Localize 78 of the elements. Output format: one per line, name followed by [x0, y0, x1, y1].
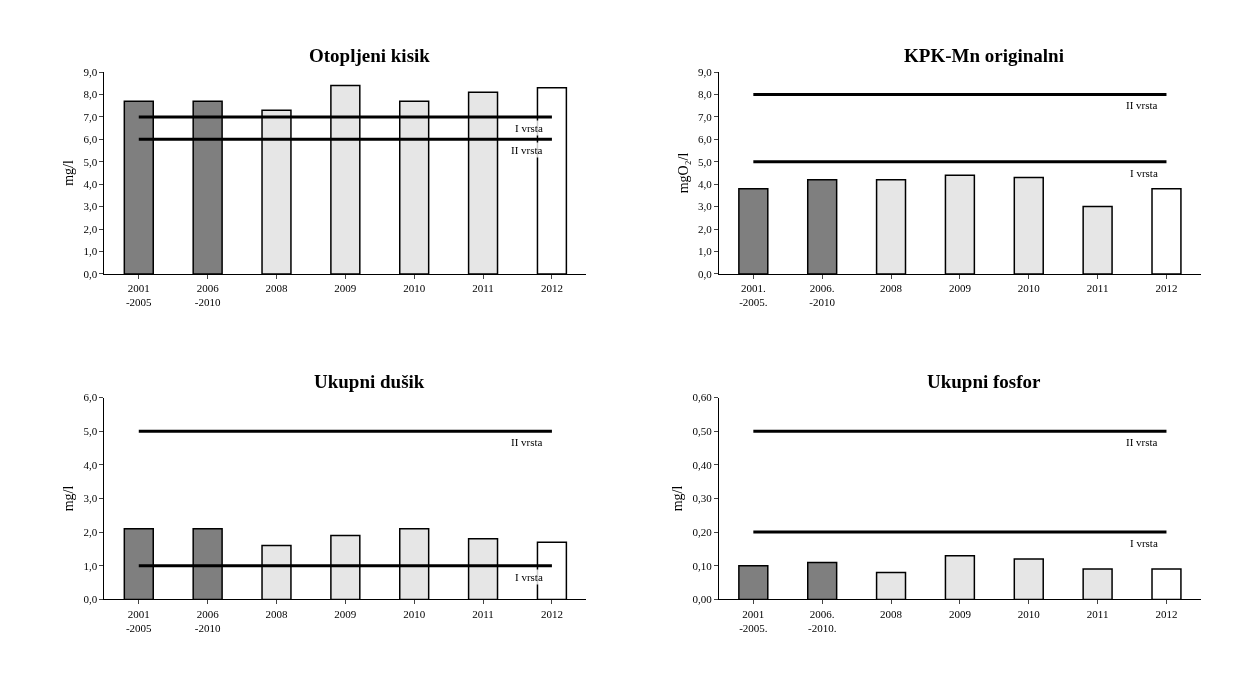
y-tick-label: 8,0	[83, 88, 98, 101]
chart-title: KPK-Mn originalni	[904, 45, 1064, 66]
y-tick-label: 3,0	[83, 200, 98, 213]
y-tick-label: 7,0	[697, 110, 713, 123]
x-tick-label: 2008	[880, 607, 903, 620]
x-tick-label: 2010	[1017, 607, 1041, 620]
y-tick-label: 1,0	[83, 245, 98, 258]
x-tick-label: 2012	[1155, 282, 1178, 295]
x-tick-label: 2001 -2005	[125, 282, 153, 309]
y-tick-label: 0,40	[692, 458, 713, 471]
ref-line-label: II vrsta	[511, 436, 543, 448]
y-tick-label: 3,0	[83, 492, 98, 505]
y-tick-label: 7,0	[83, 110, 98, 123]
x-tick-label: 2012	[1155, 607, 1178, 620]
y-tick-label: 0,60	[692, 391, 713, 404]
y-tick-label: 4,0	[83, 178, 98, 191]
y-axis-title: mg/l	[670, 485, 686, 512]
ref-line-label: II vrsta	[1126, 436, 1158, 448]
y-tick-label: 9,0	[83, 65, 98, 78]
chart-title: Ukupni dušik	[314, 371, 425, 392]
ref-line-label: II vrsta	[1126, 99, 1158, 111]
ref-line-label: I vrsta	[1130, 167, 1158, 179]
x-tick-label: 2010	[403, 607, 426, 620]
ref-line-label: I vrsta	[515, 571, 543, 583]
y-tick-label: 6,0	[697, 133, 713, 146]
y-tick-label: 5,0	[83, 425, 98, 438]
y-tick-label: 6,0	[83, 391, 98, 404]
chart-title: Ukupni fosfor	[927, 371, 1042, 392]
y-tick-label: 4,0	[83, 458, 98, 471]
x-tick-label: 2011	[1086, 282, 1109, 295]
x-tick-label: 2012	[540, 282, 563, 295]
y-tick-label: 4,0	[697, 178, 713, 191]
y-tick-label: 0,0	[697, 267, 713, 280]
y-tick-label: 2,0	[83, 222, 98, 235]
x-tick-label: 2009	[948, 282, 972, 295]
y-tick-label: 5,0	[697, 155, 713, 168]
y-tick-label: 9,0	[697, 65, 713, 78]
x-tick-label: 2001 -2005.	[739, 607, 768, 634]
y-axis-title: mg/l	[61, 485, 76, 512]
y-tick-label: 2,0	[697, 222, 713, 235]
y-tick-label: 0,50	[692, 425, 713, 438]
y-tick-label: 0,30	[692, 492, 713, 505]
x-tick-label: 2008	[880, 282, 903, 295]
x-tick-label: 2006 -2010	[194, 607, 221, 634]
x-tick-label: 2011	[472, 282, 494, 295]
x-tick-label: 2008	[265, 607, 288, 620]
y-tick-label: 8,0	[697, 88, 713, 101]
x-tick-label: 2010	[1017, 282, 1041, 295]
y-tick-label: 6,0	[83, 133, 98, 146]
ref-line-label: I vrsta	[1130, 537, 1158, 549]
y-tick-label: 0,00	[692, 593, 713, 606]
x-tick-label: 2001 -2005	[125, 607, 153, 634]
x-tick-label: 2006. -2010.	[807, 607, 837, 634]
ref-line-label: II vrsta	[511, 144, 543, 156]
x-tick-label: 2009	[334, 607, 357, 620]
y-tick-label: 2,0	[83, 525, 98, 538]
y-tick-label: 0,20	[692, 525, 713, 538]
chart-title: Otopljeni kisik	[309, 45, 431, 66]
x-tick-label: 2009	[948, 607, 972, 620]
x-tick-label: 2006. -2010	[809, 282, 836, 309]
x-tick-label: 2008	[265, 282, 288, 295]
y-axis-title: mg/l	[61, 160, 76, 186]
y-tick-label: 5,0	[83, 155, 98, 168]
y-tick-label: 1,0	[697, 245, 713, 258]
x-tick-label: 2001. -2005.	[739, 282, 768, 309]
x-tick-label: 2010	[403, 282, 426, 295]
x-tick-label: 2011	[472, 607, 494, 620]
ref-line-label: I vrsta	[515, 122, 543, 134]
x-tick-label: 2006 -2010	[194, 282, 221, 309]
y-tick-label: 1,0	[83, 559, 98, 572]
x-tick-label: 2011	[1086, 607, 1109, 620]
y-tick-label: 0,0	[83, 267, 98, 280]
y-tick-label: 0,0	[83, 593, 98, 606]
y-tick-label: 0,10	[692, 559, 713, 572]
x-tick-label: 2009	[334, 282, 357, 295]
y-tick-label: 3,0	[697, 200, 713, 213]
x-tick-label: 2012	[540, 607, 563, 620]
y-axis-title: mgO₂/l	[675, 152, 691, 194]
